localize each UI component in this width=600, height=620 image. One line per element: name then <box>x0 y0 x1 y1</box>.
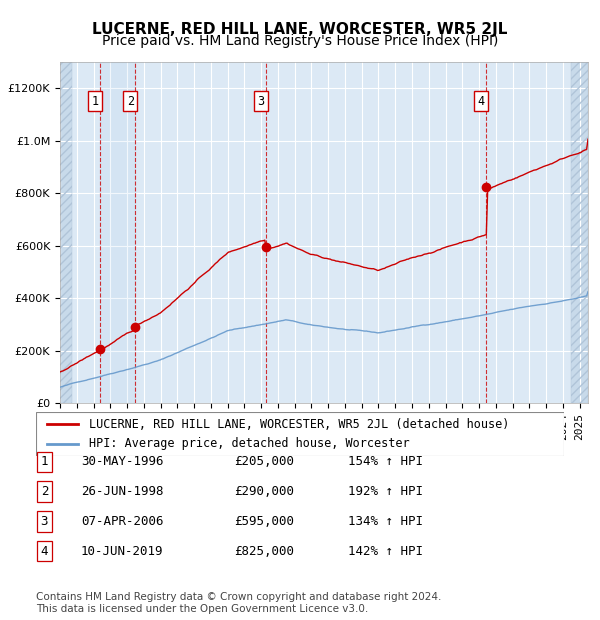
Text: 192% ↑ HPI: 192% ↑ HPI <box>348 485 423 498</box>
Text: Contains HM Land Registry data © Crown copyright and database right 2024.
This d: Contains HM Land Registry data © Crown c… <box>36 592 442 614</box>
Bar <box>571 62 588 403</box>
Text: 4: 4 <box>478 95 485 108</box>
Text: 2: 2 <box>41 485 48 498</box>
Text: HPI: Average price, detached house, Worcester: HPI: Average price, detached house, Worc… <box>89 437 409 450</box>
Text: 2: 2 <box>127 95 134 108</box>
Text: LUCERNE, RED HILL LANE, WORCESTER, WR5 2JL (detached house): LUCERNE, RED HILL LANE, WORCESTER, WR5 2… <box>89 418 509 431</box>
Bar <box>60 62 72 403</box>
Text: £595,000: £595,000 <box>234 515 294 528</box>
Text: 3: 3 <box>257 95 264 108</box>
Text: 3: 3 <box>41 515 48 528</box>
Text: LUCERNE, RED HILL LANE, WORCESTER, WR5 2JL: LUCERNE, RED HILL LANE, WORCESTER, WR5 2… <box>92 22 508 37</box>
Text: £825,000: £825,000 <box>234 545 294 557</box>
Text: 10-JUN-2019: 10-JUN-2019 <box>81 545 163 557</box>
Text: 1: 1 <box>92 95 99 108</box>
Text: Price paid vs. HM Land Registry's House Price Index (HPI): Price paid vs. HM Land Registry's House … <box>102 34 498 48</box>
FancyBboxPatch shape <box>36 412 564 456</box>
Text: 4: 4 <box>41 545 48 557</box>
Bar <box>60 62 72 403</box>
Text: £205,000: £205,000 <box>234 456 294 468</box>
Text: 142% ↑ HPI: 142% ↑ HPI <box>348 545 423 557</box>
Text: 26-JUN-1998: 26-JUN-1998 <box>81 485 163 498</box>
Text: 1: 1 <box>41 456 48 468</box>
Text: 30-MAY-1996: 30-MAY-1996 <box>81 456 163 468</box>
Bar <box>571 62 588 403</box>
Text: 134% ↑ HPI: 134% ↑ HPI <box>348 515 423 528</box>
Text: £290,000: £290,000 <box>234 485 294 498</box>
Text: 07-APR-2006: 07-APR-2006 <box>81 515 163 528</box>
Text: 154% ↑ HPI: 154% ↑ HPI <box>348 456 423 468</box>
Bar <box>100 62 135 403</box>
